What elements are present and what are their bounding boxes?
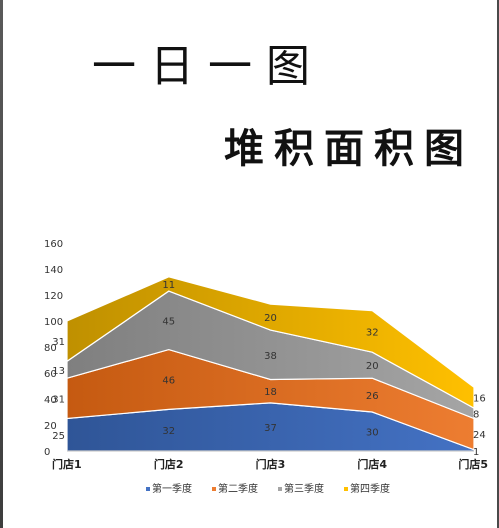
legend-swatch	[344, 487, 348, 491]
area-layer	[66, 276, 475, 452]
legend-label: 第一季度	[152, 482, 192, 495]
y-tick-label: 20	[44, 421, 57, 432]
y-tick-label: 40	[44, 395, 57, 406]
legend-label: 第三季度	[284, 482, 324, 495]
data-label: 30	[366, 428, 379, 439]
legend-swatch	[212, 487, 216, 491]
y-tick-label: 100	[44, 317, 63, 328]
legend-swatch	[278, 487, 282, 491]
data-label: 1	[473, 447, 479, 458]
y-tick-label: 80	[44, 343, 57, 354]
right-frame-edge	[497, 0, 499, 528]
data-label: 31	[52, 337, 65, 348]
data-label: 32	[366, 327, 379, 338]
left-frame-edge	[0, 0, 3, 528]
data-label: 25	[52, 431, 65, 442]
data-label-layer: 25 32 37 30 1 31 46 18 26 24 13 45 38 20 8 31 11 20 32 16	[52, 280, 485, 458]
y-tick-label: 120	[44, 291, 63, 302]
y-tick-label: 60	[44, 369, 57, 380]
legend-swatch	[146, 487, 150, 491]
data-label: 8	[473, 409, 479, 420]
legend-label: 第二季度	[218, 482, 258, 495]
area-series-4	[66, 276, 475, 410]
x-tick-label: 门店1	[52, 457, 82, 471]
x-tick-label: 门店5	[458, 457, 488, 471]
data-label: 11	[162, 280, 175, 291]
data-label: 20	[264, 313, 277, 324]
data-label: 38	[264, 351, 277, 362]
page-title: 一日一图	[92, 41, 324, 92]
y-tick-label: 140	[44, 265, 63, 276]
y-tick-label: 160	[44, 239, 63, 250]
data-label: 16	[473, 394, 486, 405]
x-tick-label: 门店3	[256, 457, 286, 471]
data-label: 31	[52, 394, 65, 405]
page-subtitle: 堆积面积图	[224, 126, 474, 172]
data-label: 24	[473, 430, 486, 441]
legend-label: 第四季度	[350, 482, 390, 495]
data-label: 37	[264, 423, 277, 434]
data-label: 13	[52, 366, 65, 377]
data-label: 45	[162, 316, 175, 327]
data-label: 32	[162, 426, 175, 437]
data-label: 46	[162, 376, 175, 387]
y-tick-label: 0	[44, 447, 50, 458]
data-label: 26	[366, 391, 379, 402]
x-tick-label: 门店2	[154, 457, 184, 471]
chart-legend: 第一季度 第二季度 第三季度 第四季度	[146, 482, 390, 495]
data-label: 20	[366, 361, 379, 372]
x-tick-label: 门店4	[357, 457, 387, 471]
data-label: 18	[264, 387, 277, 398]
